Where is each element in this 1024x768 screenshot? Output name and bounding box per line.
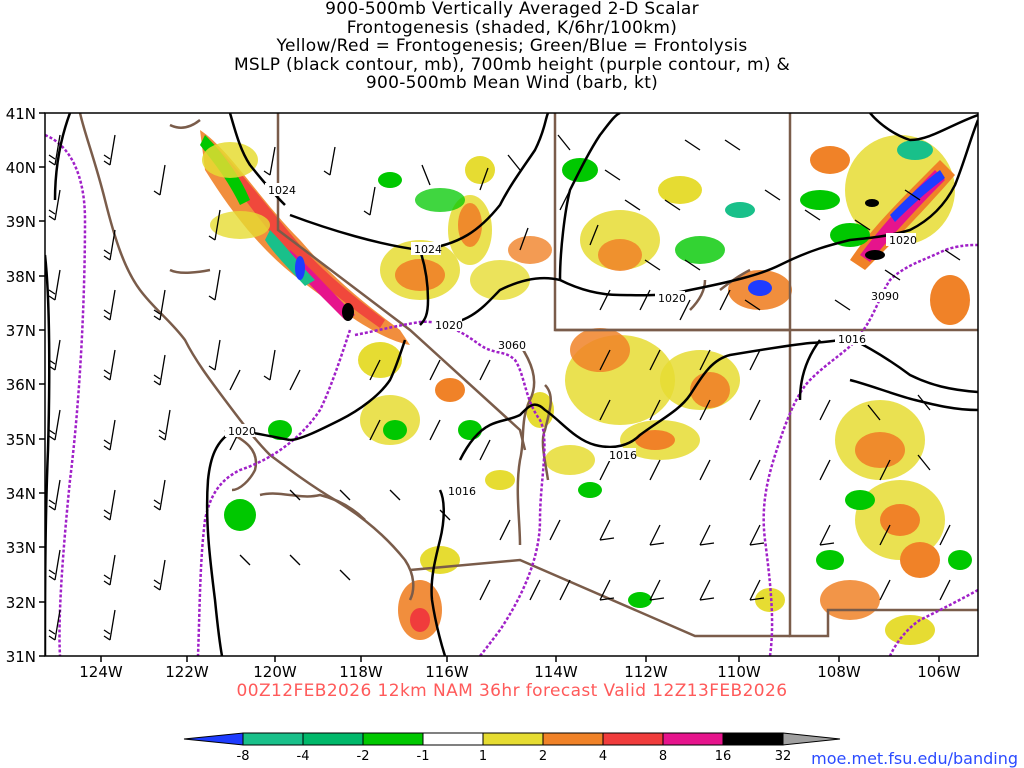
title-line-2: Frontogenesis (shaded, K/6hr/100km) xyxy=(346,17,678,38)
height-contours-700mb xyxy=(45,133,978,656)
colorbar-swatch xyxy=(183,732,244,746)
colorbar-label: 2 xyxy=(539,749,547,764)
mslp-label: 1016 xyxy=(609,449,637,462)
colorbar-swatch xyxy=(302,732,364,746)
mslp-label: 1016 xyxy=(448,485,476,498)
colorbar-swatch xyxy=(602,732,664,746)
lat-label: 37N xyxy=(6,322,36,340)
title-block: 900-500mb Vertically Averaged 2-D Scalar… xyxy=(0,0,1024,93)
lat-label: 34N xyxy=(6,485,36,503)
colorbar-swatch xyxy=(482,732,544,746)
lat-label: 39N xyxy=(6,213,36,231)
lat-label: 35N xyxy=(6,431,36,449)
colorbar-label: 1 xyxy=(479,749,487,764)
lon-label: 114W xyxy=(534,663,578,681)
lon-label: 108W xyxy=(817,663,861,681)
title-line-4: MSLP (black contour, mb), 700mb height (… xyxy=(233,54,791,75)
lon-label: 122W xyxy=(165,663,209,681)
lat-label: 36N xyxy=(6,376,36,394)
colorbar-swatch xyxy=(722,732,784,746)
colorbar-label: -8 xyxy=(237,749,250,764)
title-line-5: 900-500mb Mean Wind (barb, kt) xyxy=(365,73,659,93)
mslp-label: 1020 xyxy=(435,319,463,332)
colorbar-swatch xyxy=(242,732,304,746)
map-plot-area: 1024 1024 1020 1020 1020 1016 1016 1016 … xyxy=(45,113,978,656)
longitude-axis: 124W 122W 120W 118W 116W 114W 112W 110W … xyxy=(79,656,961,681)
height-label: 3060 xyxy=(498,339,526,352)
lat-label: 40N xyxy=(6,159,36,177)
lon-label: 110W xyxy=(717,663,761,681)
colorbar-label: -4 xyxy=(297,749,310,764)
colorbar-swatch xyxy=(422,732,484,746)
lat-label: 32N xyxy=(6,594,36,612)
lat-label: 31N xyxy=(6,648,36,666)
colorbar-swatch xyxy=(362,732,424,746)
lat-label: 38N xyxy=(6,268,36,286)
lon-label: 120W xyxy=(253,663,297,681)
lat-label: 33N xyxy=(6,539,36,557)
colorbar: -8 -4 -2 -1 1 2 4 8 16 32 xyxy=(183,732,841,764)
colorbar-label: 8 xyxy=(659,749,667,764)
colorbar-label: 16 xyxy=(715,749,732,764)
colorbar-swatch xyxy=(782,732,841,746)
latitude-axis: 41N 40N 39N 38N 37N 36N 35N 34N 33N 32N … xyxy=(6,105,45,666)
valid-time-line: 00Z12FEB2026 12km NAM 36hr forecast Vali… xyxy=(236,681,788,701)
height-label: 3090 xyxy=(871,290,899,303)
mslp-label: 1020 xyxy=(658,292,686,305)
colorbar-swatch xyxy=(662,732,724,746)
lon-label: 112W xyxy=(624,663,668,681)
colorbar-label: 4 xyxy=(599,749,607,764)
mslp-label: 1020 xyxy=(889,234,917,247)
mslp-label: 1016 xyxy=(838,333,866,346)
mslp-label: 1024 xyxy=(414,243,442,256)
title-line-3: Yellow/Red = Frontogenesis; Green/Blue =… xyxy=(276,36,748,56)
colorbar-swatch xyxy=(542,732,604,746)
lat-label: 41N xyxy=(6,105,36,123)
lon-label: 106W xyxy=(917,663,961,681)
mslp-label: 1024 xyxy=(268,184,296,197)
source-url-label: moe.met.fsu.edu/banding xyxy=(811,749,1018,768)
wind-barbs xyxy=(48,134,961,641)
title-line-1: 900-500mb Vertically Averaged 2-D Scalar xyxy=(325,0,699,19)
contour-labels: 1024 1024 1020 1020 1020 1016 1016 1016 … xyxy=(225,183,917,498)
lon-label: 118W xyxy=(339,663,383,681)
lon-label: 116W xyxy=(425,663,469,681)
colorbar-label: 32 xyxy=(775,749,792,764)
lon-label: 124W xyxy=(79,663,123,681)
mslp-label: 1020 xyxy=(228,425,256,438)
colorbar-label: -1 xyxy=(417,749,430,764)
colorbar-label: -2 xyxy=(357,749,370,764)
